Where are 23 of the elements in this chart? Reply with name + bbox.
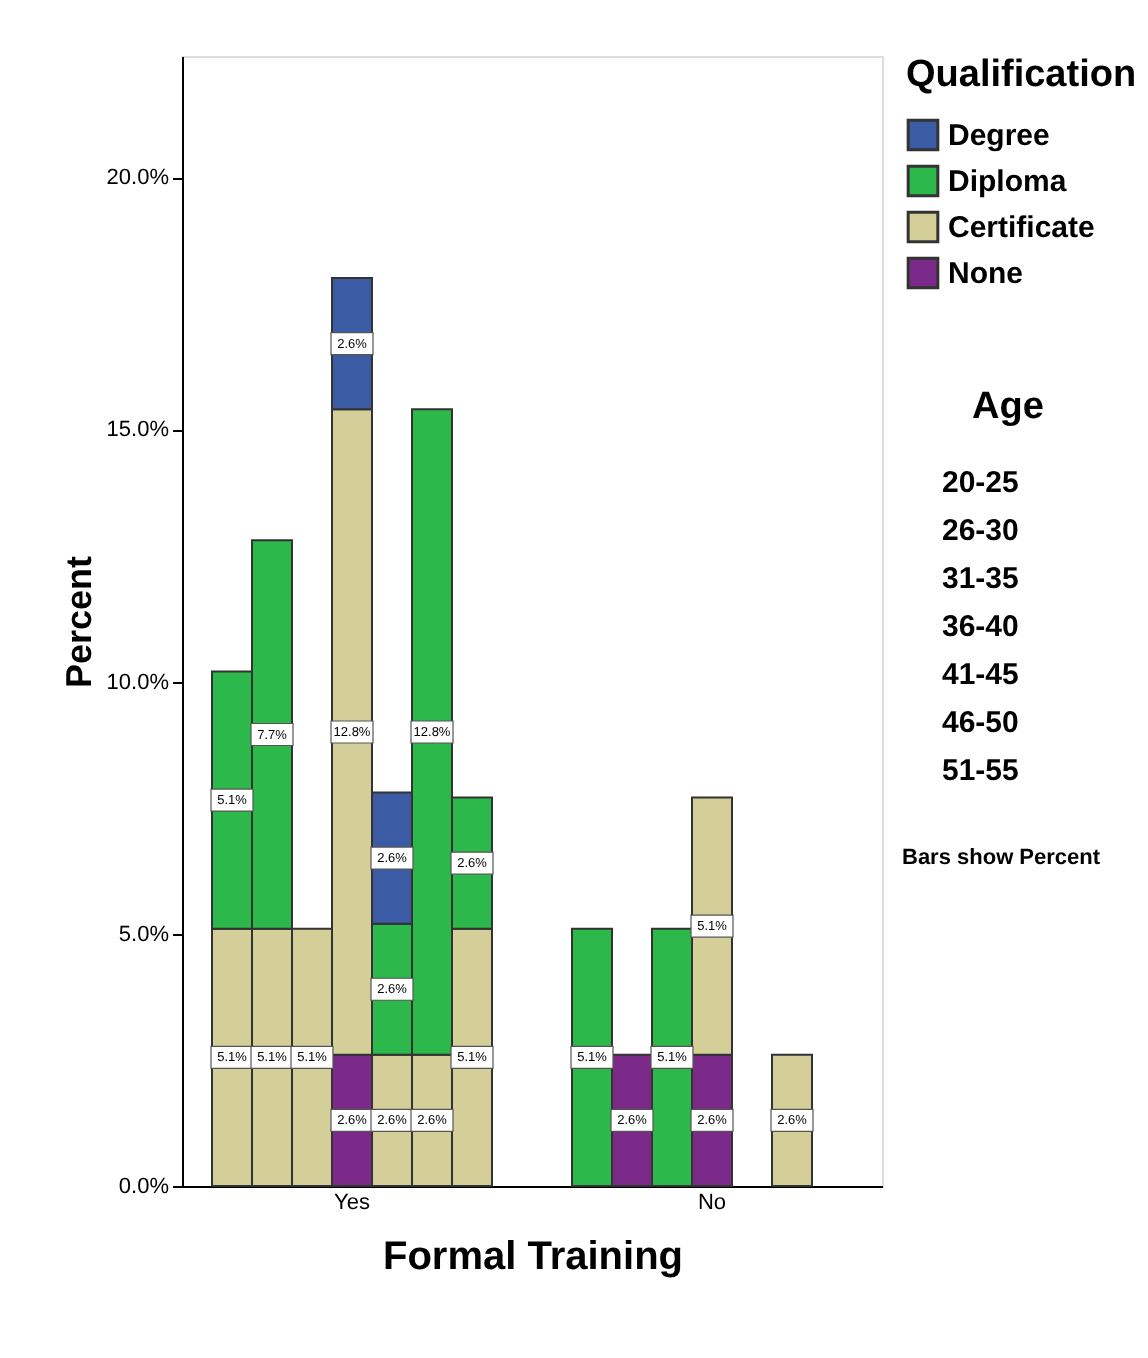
y-tick-label: 15.0% [106,418,170,443]
x-tick-label: No [697,1191,727,1215]
text: 51-55 [942,754,1019,788]
y-tick-label: 0.0% [118,1175,170,1199]
y-axis-title: Percent [58,555,99,689]
x-axis-title: Formal Training [382,1235,684,1279]
text: Bars show Percent [902,846,1101,870]
y-tick-label: 5.0% [118,922,170,947]
text: 31-35 [942,562,1019,596]
y-tick-label: 10.0% [106,670,170,695]
x-tick-label: Yes [334,1191,371,1215]
legend-label: Certificate [948,211,1095,245]
legend-label: Diploma [948,165,1068,199]
text: Age [972,386,1044,428]
legend-label: None [948,257,1023,291]
legend-title: Qualification [906,54,1137,96]
y-tick-label: 20.0% [106,166,170,191]
text: 46-50 [942,706,1019,740]
text: 41-45 [942,658,1019,692]
text: 26-30 [942,514,1019,548]
legend-label: Degree [948,119,1050,153]
text: 36-40 [942,610,1019,644]
text: 20-25 [942,466,1019,500]
